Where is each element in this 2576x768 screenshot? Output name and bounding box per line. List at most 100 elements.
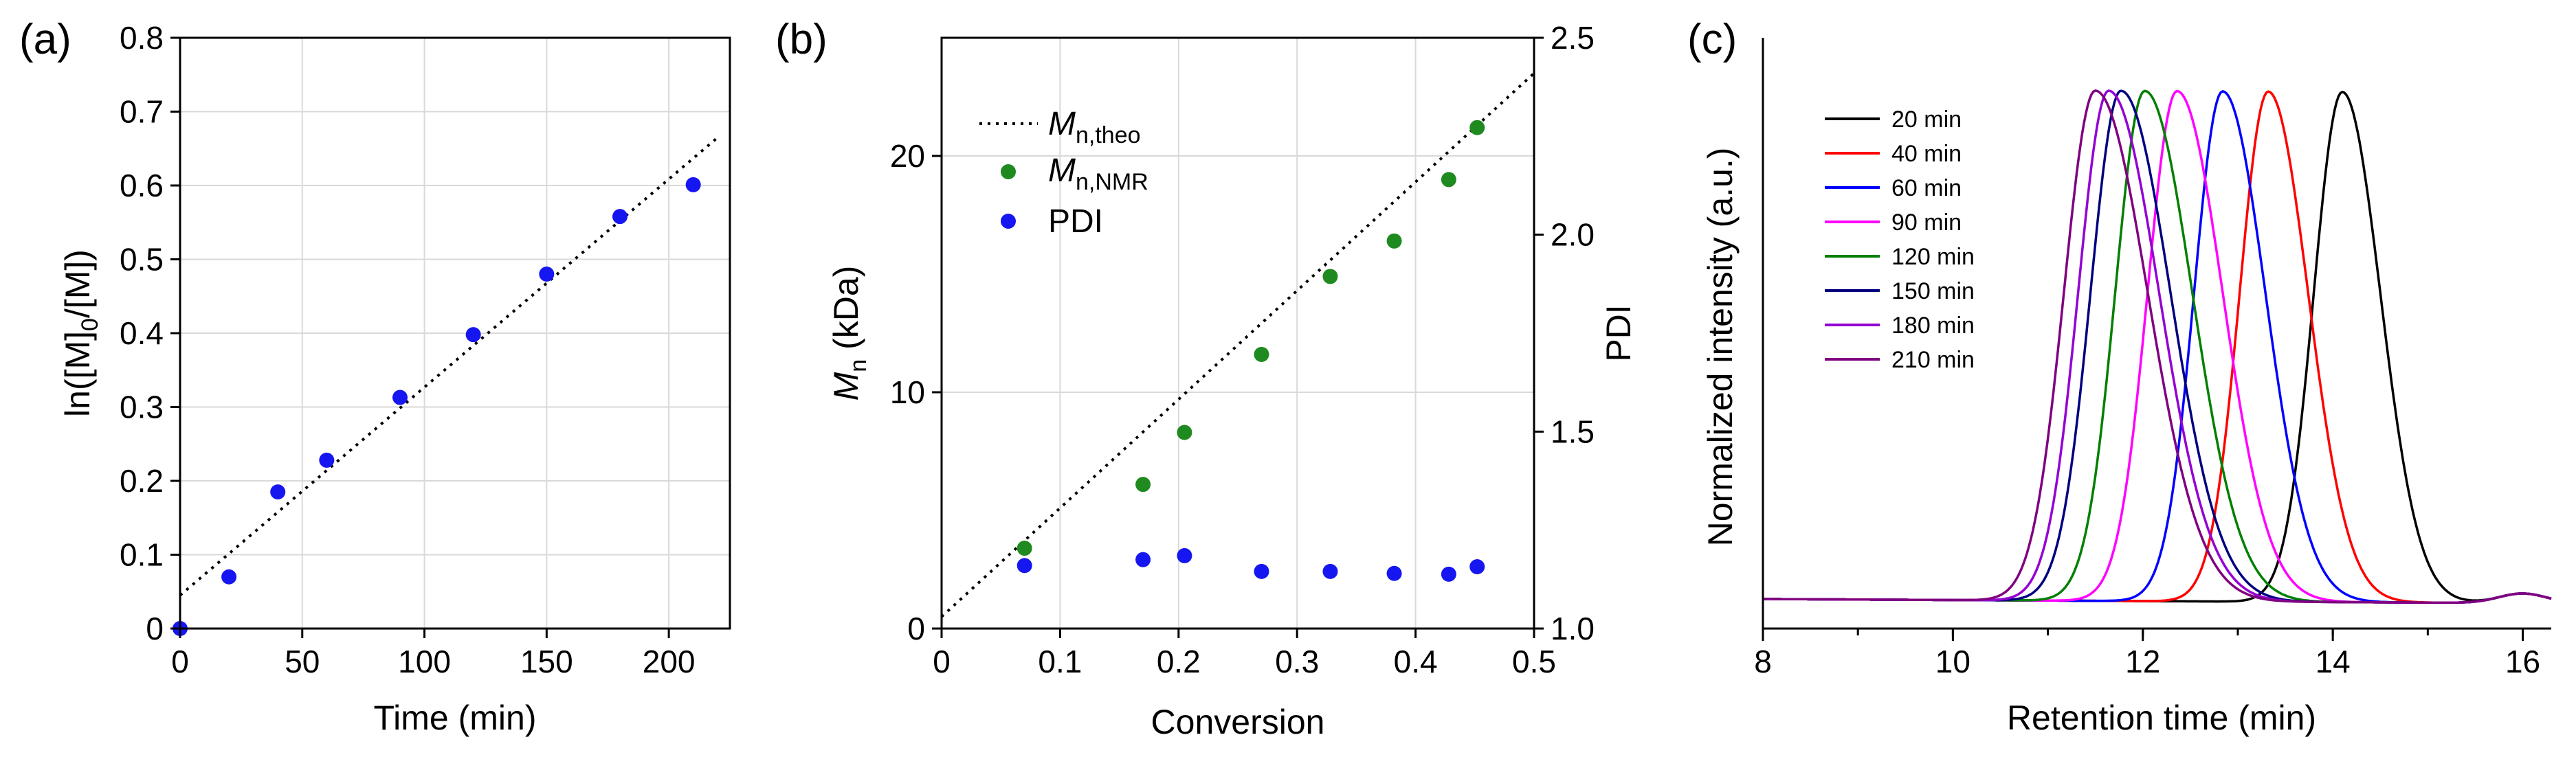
mn-nmr-point [1469,120,1485,135]
y-left-tick-label: 10 [890,374,925,410]
legend-mn-nmr-marker [1001,164,1016,179]
x-tick-label: 0 [933,644,951,679]
legend-mn-theo-label: Mn,theo [1048,106,1141,148]
mn-nmr-point [1322,269,1338,284]
legend-mn-theo-pre: M [1048,106,1076,142]
panel-b-ticks: 0 0.1 0.2 0.3 0.4 0.5 0 10 20 1.0 1.5 2.0 2.5 [890,20,1595,679]
x-tick-label: 8 [1754,644,1772,679]
data-point [270,484,286,500]
legend-label: 20 min [1891,106,1962,133]
panel-b-grid [941,38,1535,629]
panel-a-label: (a) [19,16,71,63]
y-right-tick-label: 2.5 [1551,20,1595,56]
data-point [221,569,237,585]
panel-c-marks [1763,89,2552,605]
panel-b-xlabel: Conversion [1151,703,1325,741]
mn-theo-line [940,72,1535,618]
panel-b-frame [940,36,1535,630]
mn-nmr-point [1177,425,1192,440]
x-tick-label: 100 [398,644,451,679]
y-tick-label: 0.3 [120,389,164,425]
data-point [465,327,481,343]
panel-b-ylabel-right: PDI [1599,304,1638,361]
panel-a-ylabel-post: /[M]) [58,249,97,318]
y-tick-label: 0.1 [120,537,164,573]
pdi-point [1135,552,1151,567]
panel-b-legend: Mn,theo Mn,NMR PDI [979,106,1148,240]
data-point [685,177,701,192]
legend-label: 120 min [1891,244,1975,270]
panel-b-ylabel-left-pre: M [827,372,865,400]
panel-a-grid [179,37,730,629]
x-tick-label: 14 [2316,644,2351,679]
x-tick-label: 150 [520,644,573,679]
panel-a-marks [173,136,719,636]
panel-a-ticks: 0 50 100 150 200 0 0.1 0.2 0.3 0.4 0.5 0.6 0.7 0.8 [120,20,695,679]
mn-nmr-point [1254,346,1269,362]
y-right-tick-label: 1.5 [1551,414,1595,449]
panel-c-label: (c) [1687,16,1737,63]
panel-b-marks [940,72,1535,618]
y-tick-label: 0.4 [120,315,164,351]
panel-b-label: (b) [775,16,828,63]
y-right-tick-label: 2.0 [1551,217,1595,253]
legend-label: 180 min [1891,313,1975,339]
panel-c-ylabel: Normalized intensity (a.u.) [1701,148,1740,547]
y-left-tick-label: 20 [890,138,925,174]
data-point [539,267,555,282]
y-tick-label: 0.5 [120,242,164,278]
legend-mn-nmr-sub: n,NMR [1076,169,1148,195]
data-point [319,452,335,468]
panel-a: (a) 0 50 100 150 200 0 0.1 0.2 0.3 0.4 0.5 0.6 0.7 0.… [19,16,731,737]
x-tick-label: 0.4 [1394,644,1438,679]
y-right-tick-label: 1.0 [1551,611,1595,646]
legend-mn-nmr-label: Mn,NMR [1048,153,1148,195]
legend-mn-theo-sub: n,theo [1076,122,1141,148]
data-point [612,209,628,225]
gpc-trace-210-min [1763,89,2552,605]
data-point [392,389,408,405]
mn-nmr-point [1441,172,1456,188]
legend-mn-nmr-pre: M [1048,153,1076,189]
mn-nmr-point [1135,477,1151,493]
legend-pdi-label: PDI [1048,203,1103,240]
panel-c-ticks: 8 10 12 14 16 [1754,38,2551,679]
panel-c-legend: 20 min 40 min 60 min 90 min 120 min 150 min 18… [1825,106,1975,373]
pdi-point [1177,547,1192,563]
y-tick-label: 0.6 [120,168,164,203]
x-tick-label: 50 [285,644,320,679]
pdi-point [1322,563,1338,579]
pdi-point [1386,565,1402,581]
pdi-point [1017,558,1032,574]
fit-line [179,136,719,597]
panel-a-ylabel-sub: 0 [77,318,103,331]
x-tick-label: 200 [643,644,696,679]
x-tick-label: 0.3 [1275,644,1319,679]
pdi-point [1469,558,1485,574]
x-tick-label: 0.5 [1512,644,1556,679]
panel-b-ylabel-left-post: (kDa) [827,266,865,359]
panel-a-ylabel: ln([M]0/[M]) [58,249,103,417]
panel-b-ylabel-left-sub: n [845,359,871,372]
pdi-point [1254,563,1269,579]
y-tick-label: 0 [146,611,164,646]
mn-nmr-point [1386,233,1402,249]
x-tick-label: 0.2 [1157,644,1201,679]
panel-b: (b) 0 0.1 0.2 0.3 0.4 0.5 0 10 20 1.0 1.5 2.0 2.5 Co… [775,16,1638,741]
panel-a-ylabel-pre: ln([M] [58,331,97,417]
legend-label: 60 min [1891,175,1962,201]
panel-a-xlabel: Time (min) [373,699,536,737]
legend-label: 210 min [1891,347,1975,373]
legend-label: 40 min [1891,141,1962,167]
legend-pdi-marker [1001,214,1016,229]
x-tick-label: 16 [2505,644,2540,679]
x-tick-label: 0.1 [1038,644,1082,679]
y-left-tick-label: 0 [907,611,925,646]
x-tick-label: 0 [171,644,189,679]
panel-c-xlabel: Retention time (min) [2007,699,2316,737]
panel-c: (c) 8 10 12 14 16 Retention time (min) Norma… [1687,16,2552,737]
pdi-point [1441,566,1456,582]
x-tick-label: 10 [1935,644,1970,679]
x-tick-label: 12 [2125,644,2160,679]
